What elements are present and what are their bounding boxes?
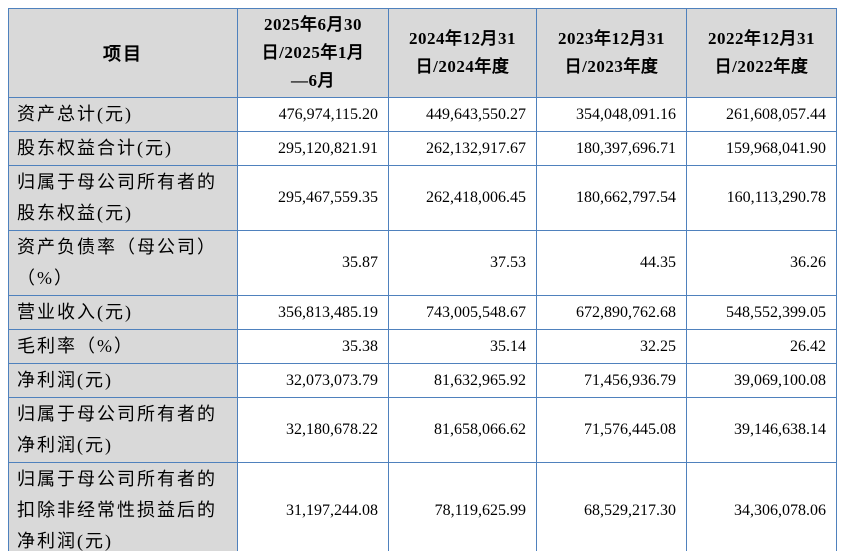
row-value: 160,113,290.78 — [686, 165, 837, 231]
header-cell-period: 2024年12月31 日/2024年度 — [388, 8, 537, 98]
row-value: 449,643,550.27 — [388, 97, 537, 132]
row-value: 35.14 — [388, 329, 537, 364]
row-value: 78,119,625.99 — [388, 462, 537, 551]
row-value: 354,048,091.16 — [536, 97, 687, 132]
row-label: 毛利率（%） — [8, 329, 238, 364]
row-value: 548,552,399.05 — [686, 295, 837, 330]
row-value: 26.42 — [686, 329, 837, 364]
row-value: 180,397,696.71 — [536, 131, 687, 166]
financial-summary-table: 项目 2025年6月30 日/2025年1月 —6月 2024年12月31 日/2… — [8, 8, 837, 551]
row-label: 股东权益合计(元) — [8, 131, 238, 166]
table-row: 营业收入(元) 356,813,485.19 743,005,548.67 672,8… — [8, 295, 837, 330]
row-value: 356,813,485.19 — [237, 295, 389, 330]
row-value: 31,197,244.08 — [237, 462, 389, 551]
row-value: 743,005,548.67 — [388, 295, 537, 330]
row-value: 35.87 — [237, 230, 389, 296]
row-value: 180,662,797.54 — [536, 165, 687, 231]
row-value: 32,073,073.79 — [237, 363, 389, 398]
table-header-row: 项目 2025年6月30 日/2025年1月 —6月 2024年12月31 日/2… — [8, 8, 837, 98]
row-value: 672,890,762.68 — [536, 295, 687, 330]
table-row: 归属于母公司所有者的股东权益(元) 295,467,559.35 262,418,0… — [8, 165, 837, 231]
header-cell-period: 2023年12月31 日/2023年度 — [536, 8, 687, 98]
row-label: 营业收入(元) — [8, 295, 238, 330]
row-value: 44.35 — [536, 230, 687, 296]
row-label: 归属于母公司所有者的股东权益(元) — [8, 165, 238, 231]
row-value: 39,146,638.14 — [686, 397, 837, 463]
row-value: 32,180,678.22 — [237, 397, 389, 463]
row-value: 295,467,559.35 — [237, 165, 389, 231]
table-row: 股东权益合计(元) 295,120,821.91 262,132,917.67 180… — [8, 131, 837, 166]
row-value: 81,632,965.92 — [388, 363, 537, 398]
table-row: 净利润(元) 32,073,073.79 81,632,965.92 71,456,9… — [8, 363, 837, 398]
row-value: 261,608,057.44 — [686, 97, 837, 132]
row-value: 71,456,936.79 — [536, 363, 687, 398]
table-row: 资产总计(元) 476,974,115.20 449,643,550.27 354,0… — [8, 97, 837, 132]
row-value: 39,069,100.08 — [686, 363, 837, 398]
header-cell-period: 2025年6月30 日/2025年1月 —6月 — [237, 8, 389, 98]
table-row: 毛利率（%） 35.38 35.14 32.25 26.42 — [8, 329, 837, 364]
row-value: 36.26 — [686, 230, 837, 296]
row-value: 71,576,445.08 — [536, 397, 687, 463]
row-value: 35.38 — [237, 329, 389, 364]
row-value: 81,658,066.62 — [388, 397, 537, 463]
row-value: 476,974,115.20 — [237, 97, 389, 132]
row-value: 32.25 — [536, 329, 687, 364]
row-value: 159,968,041.90 — [686, 131, 837, 166]
header-cell-item: 项目 — [8, 8, 238, 98]
row-value: 34,306,078.06 — [686, 462, 837, 551]
row-value: 37.53 — [388, 230, 537, 296]
row-label: 归属于母公司所有者的净利润(元) — [8, 397, 238, 463]
row-value: 68,529,217.30 — [536, 462, 687, 551]
row-label: 归属于母公司所有者的扣除非经常性损益后的净利润(元) — [8, 462, 238, 551]
table-row: 归属于母公司所有者的扣除非经常性损益后的净利润(元) 31,197,244.08 7… — [8, 462, 837, 551]
table-row: 归属于母公司所有者的净利润(元) 32,180,678.22 81,658,066.… — [8, 397, 837, 463]
table-row: 资产负债率（母公司）（%） 35.87 37.53 44.35 36.26 — [8, 230, 837, 296]
row-value: 295,120,821.91 — [237, 131, 389, 166]
row-label: 资产总计(元) — [8, 97, 238, 132]
row-value: 262,132,917.67 — [388, 131, 537, 166]
row-label: 净利润(元) — [8, 363, 238, 398]
row-label: 资产负债率（母公司）（%） — [8, 230, 238, 296]
row-value: 262,418,006.45 — [388, 165, 537, 231]
header-cell-period: 2022年12月31 日/2022年度 — [686, 8, 837, 98]
